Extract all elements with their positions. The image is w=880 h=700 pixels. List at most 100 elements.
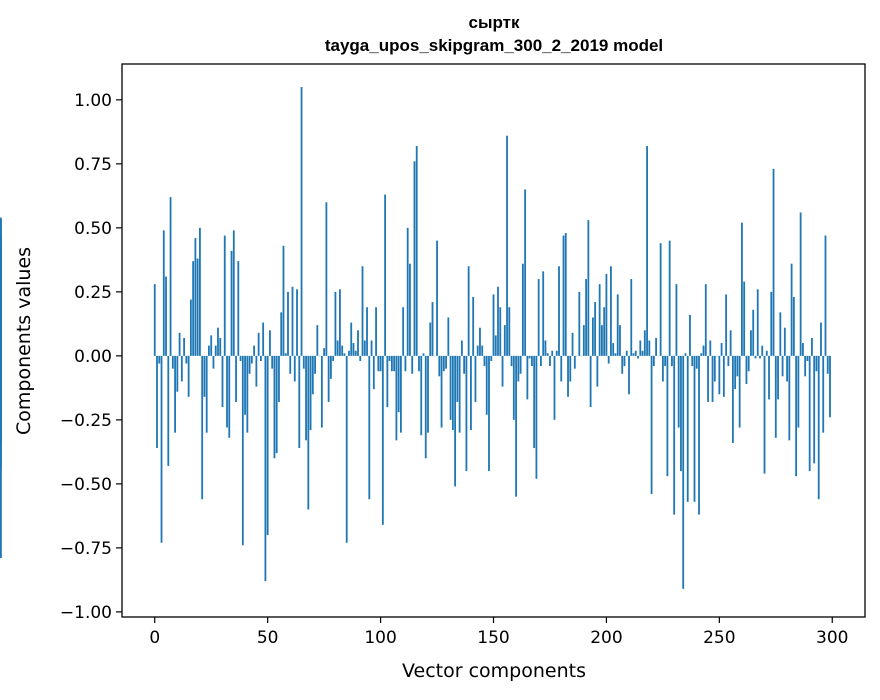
- bar: [637, 356, 639, 359]
- bar: [542, 271, 544, 355]
- bar: [215, 346, 217, 356]
- bar: [804, 356, 806, 376]
- bar: [768, 356, 770, 400]
- bar: [402, 307, 404, 356]
- bar: [287, 292, 289, 356]
- bar: [463, 356, 465, 374]
- bar: [811, 338, 813, 356]
- bar: [436, 241, 438, 356]
- bar: [373, 356, 375, 389]
- bar: [303, 356, 305, 369]
- bar: [610, 266, 612, 356]
- bar: [816, 356, 818, 371]
- bar: [217, 328, 219, 356]
- bar: [285, 353, 287, 356]
- bar: [583, 325, 585, 356]
- bar: [567, 356, 569, 397]
- bar: [240, 356, 242, 361]
- x-tick-label: 300: [816, 628, 848, 648]
- bar: [305, 356, 307, 440]
- bar: [664, 356, 666, 366]
- bar: [456, 356, 458, 402]
- bar: [321, 356, 323, 428]
- bar: [163, 230, 165, 355]
- y-tick-label: −1.00: [60, 603, 112, 623]
- bar: [642, 351, 644, 356]
- bar: [743, 282, 745, 356]
- bar: [167, 356, 169, 466]
- bar: [587, 220, 589, 356]
- bar: [222, 356, 224, 407]
- bar: [255, 356, 257, 387]
- bar: [192, 261, 194, 356]
- bar: [486, 356, 488, 415]
- bar: [536, 356, 538, 479]
- bar: [569, 356, 571, 382]
- bar: [660, 243, 662, 356]
- bar: [531, 356, 533, 366]
- bar: [545, 341, 547, 356]
- bar: [782, 356, 784, 376]
- bar: [818, 356, 820, 499]
- bar: [289, 356, 291, 374]
- bar: [445, 356, 447, 369]
- bar: [454, 356, 456, 487]
- x-axis-label: Vector components: [402, 660, 586, 682]
- bar: [377, 356, 379, 371]
- bar: [687, 356, 689, 502]
- bar: [802, 343, 804, 356]
- bar: [348, 351, 350, 356]
- bar: [398, 356, 400, 412]
- bar: [737, 356, 739, 376]
- bar: [405, 356, 407, 371]
- bar: [533, 356, 535, 448]
- bar: [450, 356, 452, 420]
- x-tick-label: 200: [590, 628, 622, 648]
- bar: [400, 356, 402, 433]
- bar: [459, 356, 461, 433]
- bar: [350, 323, 352, 356]
- bar: [181, 356, 183, 382]
- bar: [208, 346, 210, 356]
- y-tick-label: −0.75: [60, 539, 112, 559]
- bar: [585, 279, 587, 356]
- bar: [565, 233, 567, 356]
- bar: [540, 356, 542, 366]
- bar: [301, 87, 303, 356]
- bar: [599, 284, 601, 356]
- bar: [825, 236, 827, 356]
- bar: [653, 356, 655, 366]
- bar: [249, 356, 251, 374]
- bar: [179, 333, 181, 356]
- bar: [511, 356, 513, 366]
- bar: [359, 356, 361, 361]
- y-tick-label: −0.50: [60, 475, 112, 495]
- bar: [346, 356, 348, 543]
- bar: [624, 356, 626, 366]
- x-tick-label: 50: [257, 628, 279, 648]
- bar: [362, 266, 364, 356]
- bar: [578, 292, 580, 356]
- bar: [671, 356, 673, 366]
- x-tick-label: 0: [149, 628, 160, 648]
- bar: [538, 279, 540, 356]
- bar: [443, 356, 445, 371]
- bar: [721, 343, 723, 356]
- bar: [235, 356, 237, 402]
- bar: [382, 356, 384, 525]
- bar: [709, 341, 711, 356]
- bar: [341, 346, 343, 356]
- bar: [809, 356, 811, 471]
- bar: [748, 356, 750, 371]
- bar: [253, 346, 255, 356]
- bar: [161, 356, 163, 543]
- bar: [206, 356, 208, 433]
- bar: [520, 356, 522, 374]
- bar: [246, 356, 248, 433]
- bar: [741, 223, 743, 356]
- bar: [190, 300, 192, 356]
- bar: [770, 292, 772, 356]
- bar: [380, 356, 382, 371]
- bar: [784, 328, 786, 356]
- bar: [777, 356, 779, 400]
